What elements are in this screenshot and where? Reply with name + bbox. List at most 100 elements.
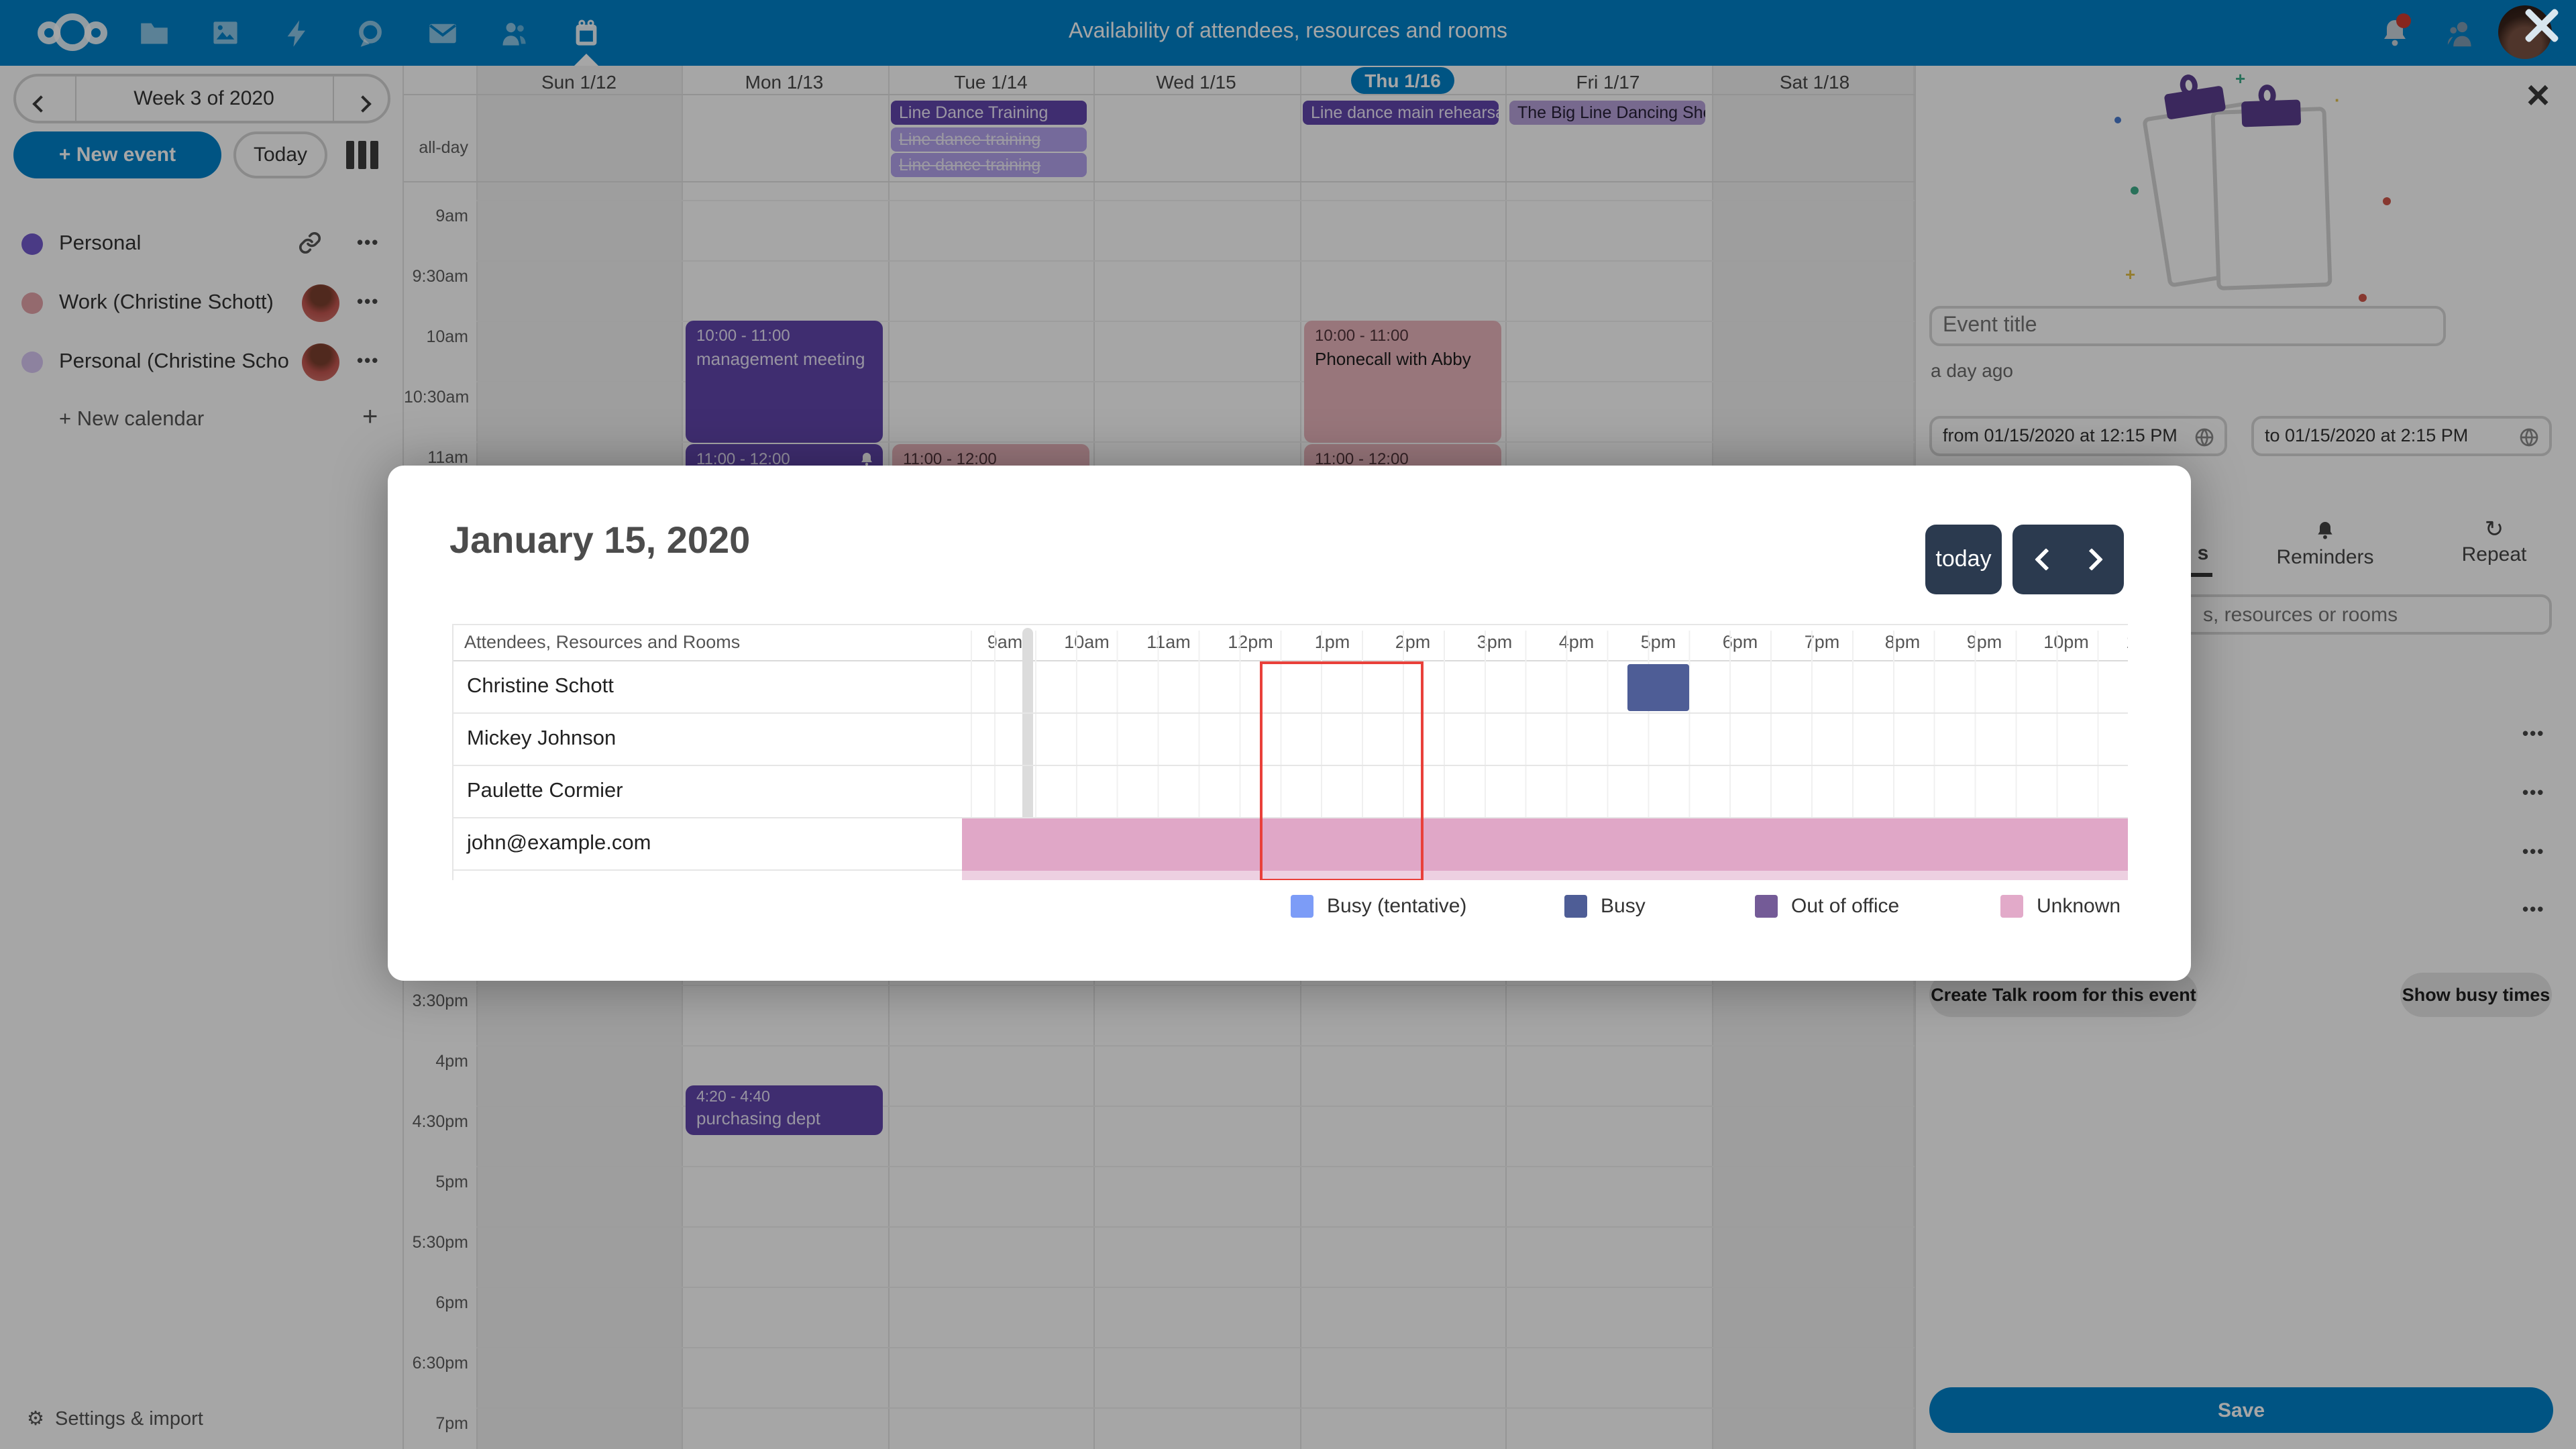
time-gutter-label: 6pm bbox=[435, 1293, 468, 1312]
calendar-owner-avatar bbox=[302, 284, 339, 322]
repeat-icon: ↻ bbox=[2484, 517, 2504, 542]
legend-swatch-out-of-office bbox=[1755, 895, 1778, 918]
talk-app-icon[interactable] bbox=[356, 19, 385, 48]
bell-icon bbox=[2314, 522, 2336, 546]
attendee-more-icon[interactable]: ••• bbox=[2522, 841, 2545, 861]
event-phonecall[interactable]: 10:00 - 11:00 Phonecall with Abby bbox=[1304, 321, 1501, 443]
allday-event[interactable]: Line Dance Training bbox=[891, 101, 1087, 125]
calendar-owner-avatar bbox=[302, 343, 339, 381]
unknown-availability-band bbox=[962, 818, 2128, 871]
calendar-color-dot bbox=[21, 233, 43, 255]
time-gutter-label: 9am bbox=[435, 207, 468, 225]
allday-event[interactable]: The Big Line Dancing Show bbox=[1509, 101, 1705, 125]
event-title-input[interactable] bbox=[1929, 306, 2446, 346]
attendee-more-icon[interactable]: ••• bbox=[2522, 899, 2545, 919]
time-gutter-label: 10am bbox=[426, 327, 468, 346]
tab-attendees-fragment[interactable]: s bbox=[2197, 542, 2209, 565]
time-gutter-label: 7pm bbox=[435, 1414, 468, 1433]
event-time-selection bbox=[1260, 661, 1424, 880]
calendar-name: Work (Christine Schott) bbox=[59, 291, 274, 314]
contacts-menu-icon[interactable] bbox=[2445, 17, 2474, 47]
timezone-globe-icon[interactable] bbox=[2518, 425, 2540, 460]
week-selector: Week 3 of 2020 bbox=[13, 74, 390, 123]
calendar-item-personal-shared[interactable]: Personal (Christine Scho… ••• bbox=[0, 335, 404, 389]
attendee-name: Paulette Cormier bbox=[467, 780, 623, 802]
plus-icon[interactable]: + bbox=[362, 402, 378, 432]
day-header: Sun 1/12 bbox=[541, 71, 617, 93]
attendee-row: john@example.com bbox=[453, 818, 2128, 871]
table-scrollbar[interactable] bbox=[1022, 628, 1033, 879]
event-purchasing-dept[interactable]: 4:20 - 4:40 purchasing dept bbox=[686, 1085, 883, 1135]
left-sidebar: Week 3 of 2020 + New event Today Persona… bbox=[0, 66, 404, 1449]
attendee-row: Mickey Johnson bbox=[453, 714, 2128, 766]
availability-modal: January 15, 2020 today Attendees, Resour… bbox=[388, 466, 2191, 981]
attendee-more-icon[interactable]: ••• bbox=[2522, 782, 2545, 802]
unknown-band-scroll-strip[interactable] bbox=[962, 871, 2128, 880]
tab-repeat[interactable]: ↻ Repeat bbox=[2461, 517, 2527, 566]
share-link-icon[interactable] bbox=[298, 231, 322, 262]
reminder-bell-icon bbox=[859, 449, 875, 474]
next-day-icon[interactable] bbox=[2080, 548, 2102, 571]
user-avatar[interactable] bbox=[2498, 5, 2552, 59]
availability-table: Attendees, Resources and Rooms 9am 10am … bbox=[452, 624, 2128, 880]
files-app-icon[interactable] bbox=[140, 19, 169, 48]
mail-app-icon[interactable] bbox=[428, 19, 458, 48]
legend-swatch-busy bbox=[1564, 895, 1587, 918]
page-title: Availability of attendees, resources and… bbox=[1069, 20, 1507, 43]
show-busy-times-button[interactable]: Show busy times bbox=[2400, 973, 2552, 1017]
attendee-name: Christine Schott bbox=[467, 675, 614, 698]
modal-nav-buttons bbox=[2012, 525, 2124, 594]
modal-today-button[interactable]: today bbox=[1925, 525, 2002, 594]
time-gutter-label: 5pm bbox=[435, 1173, 468, 1191]
today-button[interactable]: Today bbox=[233, 131, 327, 178]
calendar-more-icon[interactable]: ••• bbox=[357, 350, 380, 370]
calendar-more-icon[interactable]: ••• bbox=[357, 291, 380, 311]
close-icon[interactable]: × bbox=[2526, 74, 2551, 118]
time-gutter-label: 4pm bbox=[435, 1052, 468, 1071]
settings-import[interactable]: ⚙ Settings & import bbox=[27, 1409, 203, 1430]
new-calendar-row[interactable]: + New calendar + bbox=[0, 393, 404, 447]
time-gutter-label: 10:30am bbox=[404, 388, 470, 407]
end-date-field[interactable]: to 01/15/2020 at 2:15 PM bbox=[2251, 416, 2552, 456]
legend-label: Busy (tentative) bbox=[1327, 895, 1467, 918]
gear-icon: ⚙ bbox=[27, 1409, 44, 1430]
contacts-app-icon[interactable] bbox=[499, 19, 529, 48]
timezone-globe-icon[interactable] bbox=[2194, 425, 2215, 460]
calendar-color-dot bbox=[21, 352, 43, 373]
last-modified-label: a day ago bbox=[1931, 360, 2013, 381]
tab-reminders[interactable]: Reminders bbox=[2258, 519, 2392, 569]
event-management-meeting[interactable]: 10:00 - 11:00 management meeting bbox=[686, 321, 883, 443]
photos-app-icon[interactable] bbox=[211, 19, 240, 48]
day-header: Mon 1/13 bbox=[745, 71, 824, 93]
pointer-cursor-x bbox=[2517, 1, 2565, 50]
legend-swatch-busy-tentative bbox=[1291, 895, 1313, 918]
save-button[interactable]: Save bbox=[1929, 1387, 2553, 1433]
top-header-bar: Availability of attendees, resources and… bbox=[0, 0, 2576, 66]
attendee-more-icon[interactable]: ••• bbox=[2522, 723, 2545, 743]
day-header: Wed 1/15 bbox=[1156, 71, 1236, 93]
calendar-more-icon[interactable]: ••• bbox=[357, 232, 380, 252]
calendar-item-work[interactable]: Work (Christine Schott) ••• bbox=[0, 276, 404, 330]
busy-block bbox=[1627, 664, 1689, 711]
time-gutter-label: 9:30am bbox=[412, 267, 468, 286]
calendar-item-personal[interactable]: Personal ••• bbox=[0, 217, 404, 271]
start-date-field[interactable]: from 01/15/2020 at 12:15 PM bbox=[1929, 416, 2227, 456]
attendee-row: Christine Schott bbox=[453, 661, 2128, 714]
new-event-button[interactable]: + New event bbox=[13, 131, 221, 178]
week-label[interactable]: Week 3 of 2020 bbox=[133, 87, 274, 110]
time-gutter-label: 11am bbox=[427, 448, 468, 467]
calendar-app-icon[interactable] bbox=[572, 19, 601, 48]
allday-event-declined[interactable]: Line dance training bbox=[891, 153, 1087, 177]
allday-event[interactable]: Line dance main rehearsal bbox=[1303, 101, 1499, 125]
legend-label: Busy bbox=[1601, 895, 1646, 918]
previous-day-icon[interactable] bbox=[2034, 548, 2057, 571]
calendar-name: Personal (Christine Scho… bbox=[59, 350, 290, 373]
attendees-column-header: Attendees, Resources and Rooms bbox=[464, 632, 741, 652]
allday-event-declined[interactable]: Line dance training bbox=[891, 127, 1087, 152]
notification-badge bbox=[2396, 13, 2411, 28]
allday-gutter-label: all-day bbox=[419, 138, 468, 157]
notifications-bell-icon[interactable] bbox=[2379, 13, 2411, 46]
activity-app-icon[interactable] bbox=[283, 19, 313, 48]
attendee-row: Paulette Cormier bbox=[453, 766, 2128, 818]
attendee-name: john@example.com bbox=[467, 832, 651, 855]
